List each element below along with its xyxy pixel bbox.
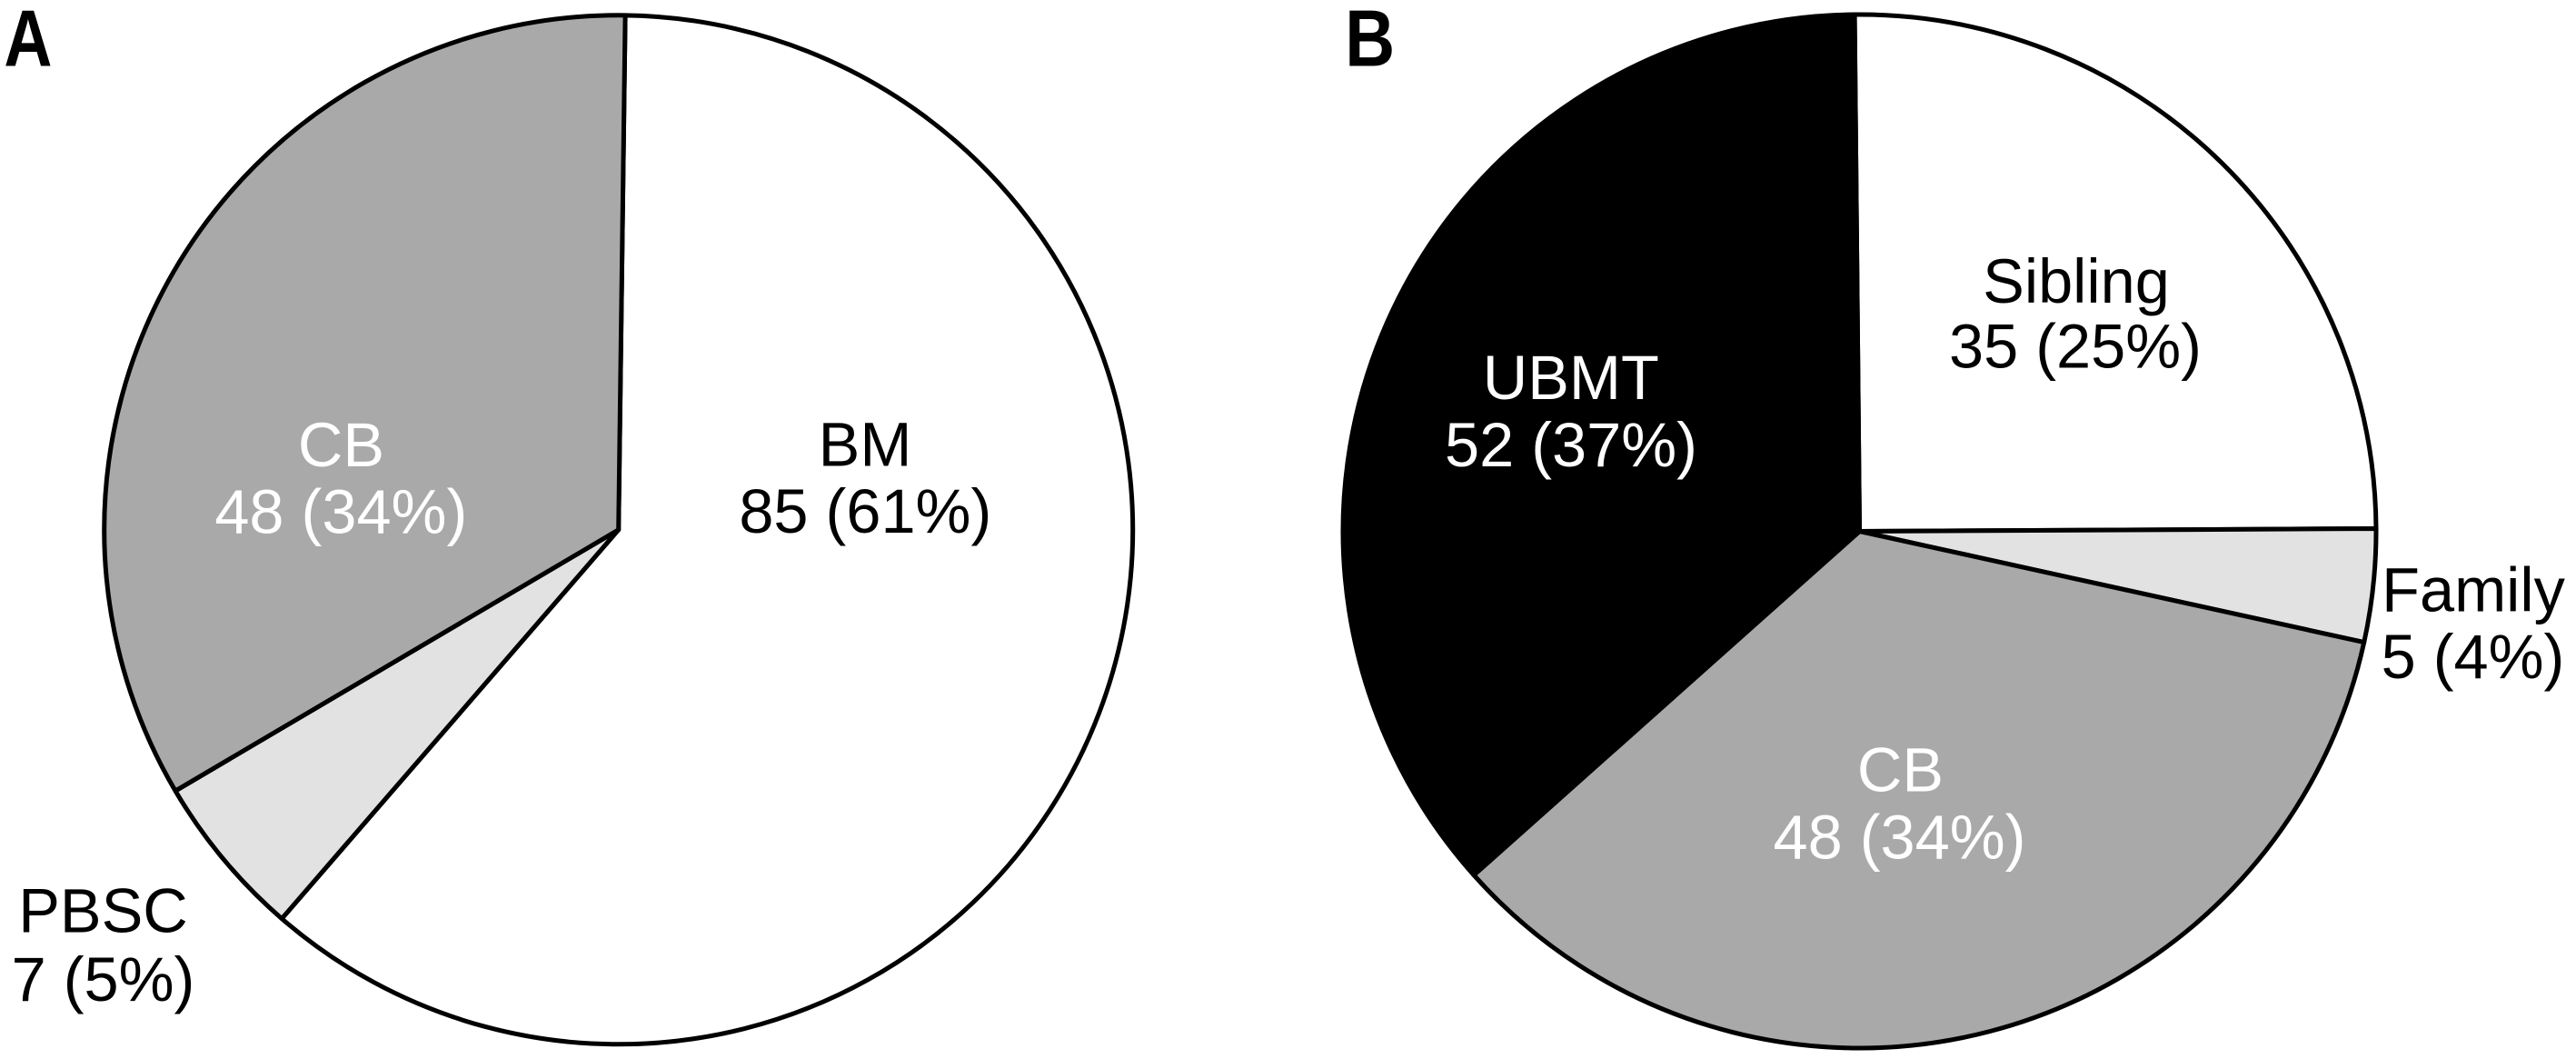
svg-text:CB: CB — [1857, 735, 1944, 805]
svg-text:85 (61%): 85 (61%) — [739, 476, 991, 546]
svg-text:Sibling: Sibling — [1983, 246, 2170, 316]
svg-text:7 (5%): 7 (5%) — [12, 944, 195, 1014]
svg-text:A: A — [4, 0, 52, 84]
svg-text:UBMT: UBMT — [1483, 343, 1659, 413]
svg-text:B: B — [1345, 0, 1395, 84]
svg-text:Family: Family — [2382, 554, 2565, 624]
svg-text:5 (4%): 5 (4%) — [2382, 622, 2565, 692]
svg-text:35 (25%): 35 (25%) — [1949, 312, 2202, 382]
svg-text:48 (34%): 48 (34%) — [1774, 802, 2026, 872]
svg-text:CB: CB — [298, 410, 384, 480]
svg-text:48 (34%): 48 (34%) — [214, 477, 467, 547]
svg-text:52 (37%): 52 (37%) — [1445, 410, 1697, 480]
svg-text:BM: BM — [819, 410, 912, 480]
svg-text:PBSC: PBSC — [18, 875, 188, 945]
